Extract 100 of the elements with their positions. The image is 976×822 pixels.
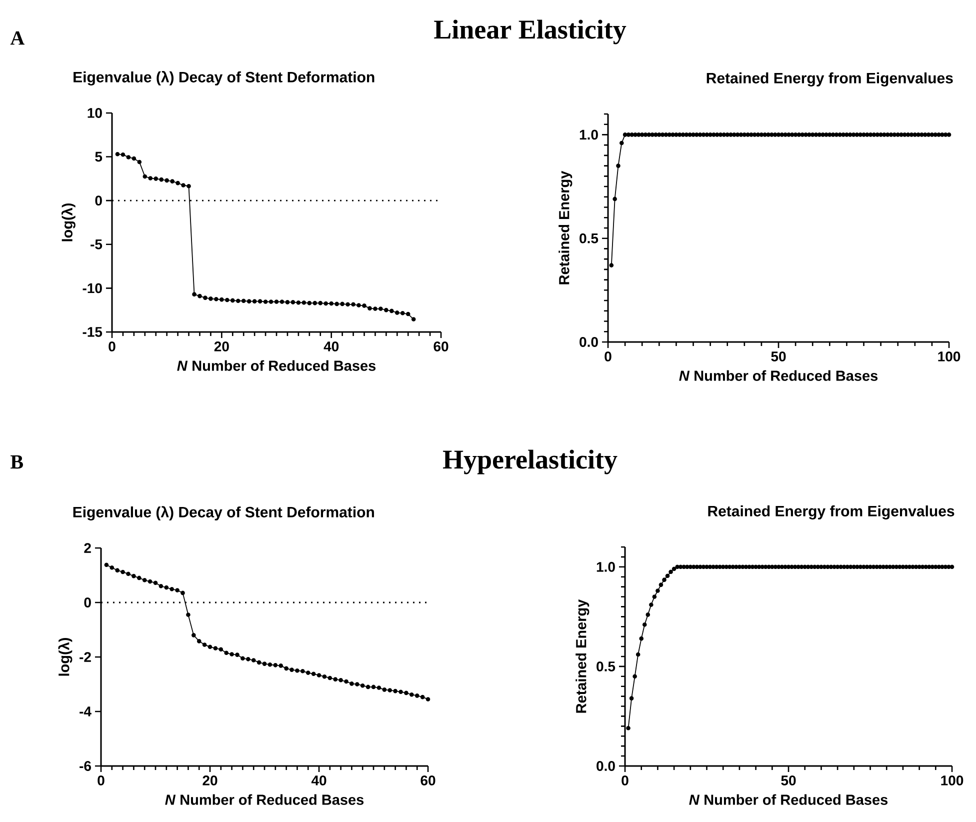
point [142,578,147,582]
chart-title: Retained Energy from Eigenvalues [706,72,953,86]
point [384,308,388,312]
point [340,302,344,306]
point [355,682,360,686]
point [251,658,256,662]
text: Hyperelasticity [442,450,618,474]
chart-title: Retained Energy from Eigenvalues [708,505,954,520]
point [351,302,356,307]
point [192,633,196,638]
point [360,683,365,688]
point [132,574,136,578]
point [278,664,284,668]
x-axis-title: N Number of Reduced Bases [679,370,878,381]
point [235,652,240,657]
x-tick-label: 40 [324,341,339,352]
point [378,306,383,311]
point [376,686,382,690]
point [170,586,174,592]
point [295,668,300,673]
y-tick-label: 0.5 [580,233,598,244]
x-tick-label: 40 [311,776,326,786]
point [240,656,245,660]
point [414,694,420,698]
point [181,183,186,188]
point [170,179,174,184]
y-tick-label: 10 [88,108,102,118]
point [302,300,306,305]
point [329,301,334,306]
y-tick-label: 0 [84,598,91,608]
point [110,565,114,570]
point [208,296,213,301]
point [180,590,185,596]
point [373,306,378,311]
point [258,299,262,304]
point [218,647,224,652]
x-tick-label: 100 [941,776,964,786]
y-tick-label: 0 [95,196,102,206]
point [346,302,350,307]
y-tick-label: -2 [80,652,91,662]
x-axis-title: N Number of Reduced Bases [165,794,364,805]
point [334,302,339,306]
point [246,299,252,304]
y-tick-label: -6 [80,761,91,771]
y-tick-label: -10 [82,283,102,294]
point [214,296,218,302]
point [230,298,235,303]
x-tick-label: 0 [108,341,116,352]
point [420,694,425,700]
point [115,152,120,156]
point [356,303,361,308]
point [203,296,208,300]
point [252,299,257,304]
point [262,662,267,666]
point [328,676,332,680]
point [324,301,328,306]
point [236,298,240,304]
y-axis-title: log(λ) [58,638,72,676]
point [382,688,387,692]
point [338,678,343,682]
point [290,668,294,672]
point [390,308,394,314]
y-axis-title: log(λ) [61,203,76,242]
y-axis-title: Retained Energy [576,599,590,713]
x-tick-label: 0 [622,776,628,786]
point [393,688,398,694]
point [388,688,392,692]
point [196,639,202,644]
point [406,312,410,316]
point [126,572,130,576]
point [296,300,301,305]
point [398,690,403,694]
point [208,644,212,650]
point [394,310,400,315]
point [154,176,158,181]
y-tick-label: -5 [90,240,102,250]
point [344,679,348,684]
point [132,156,136,161]
point [322,674,327,679]
point [333,677,338,682]
point [148,579,152,584]
y-tick-label: -15 [82,327,102,337]
point [268,662,272,667]
point [137,160,142,164]
point [285,300,290,304]
point [186,612,190,617]
y-tick-label: 2 [84,543,91,553]
point [366,684,370,690]
point [153,580,158,586]
point [230,652,234,656]
point [225,298,230,302]
point [192,292,196,296]
point [256,660,262,665]
point [318,300,323,306]
text: B [10,455,23,469]
point [300,669,305,674]
point [142,174,148,179]
point [137,576,142,580]
x-tick-label: 20 [214,341,229,352]
point [263,300,268,304]
